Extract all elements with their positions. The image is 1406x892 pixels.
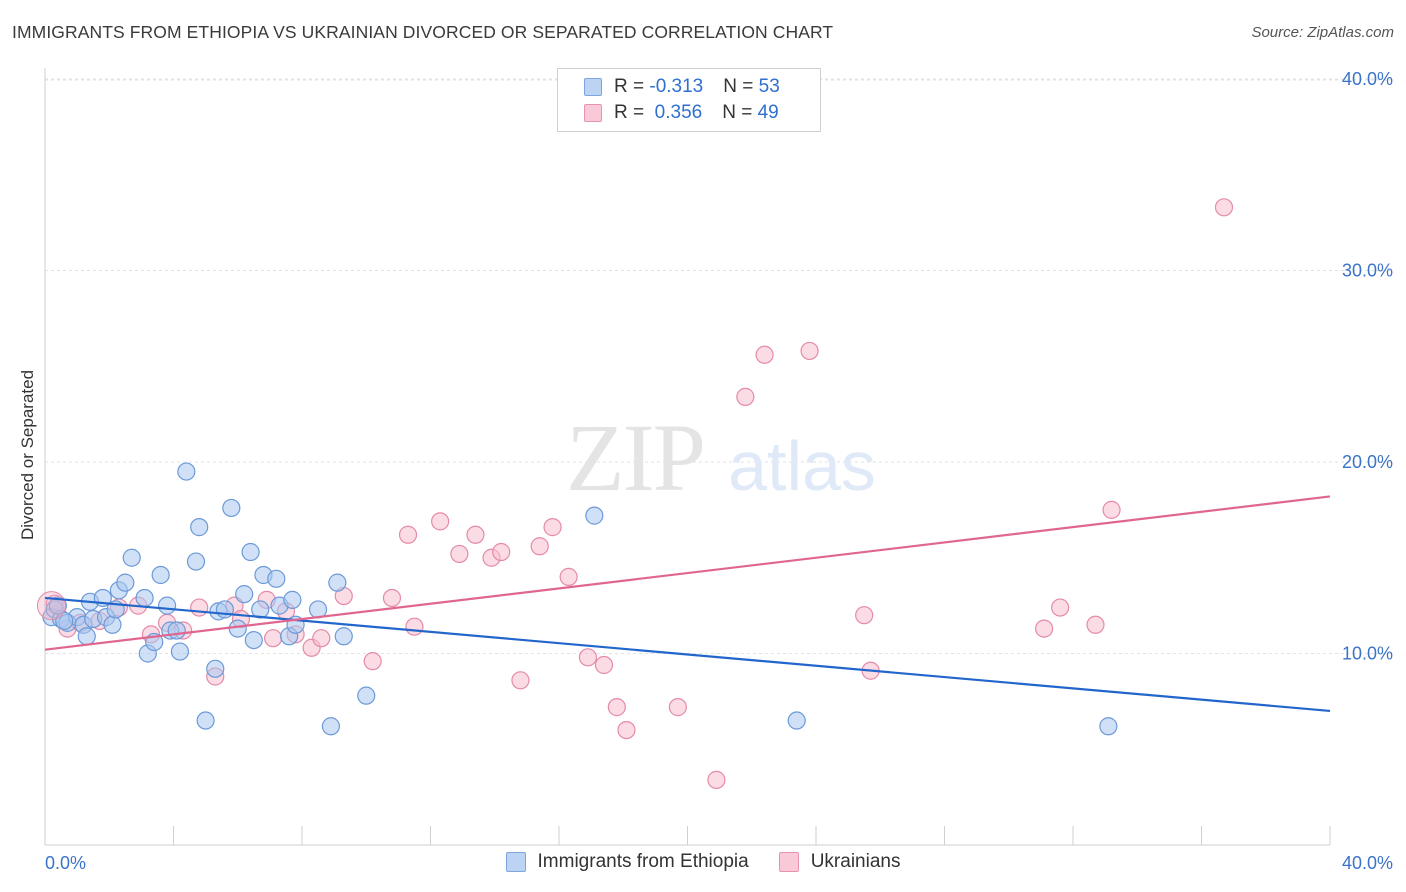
legend-swatch-ukrainians — [584, 104, 602, 122]
legend-n-label: N = — [722, 102, 758, 123]
data-point — [594, 655, 614, 675]
legend-swatch-ethiopia — [505, 852, 526, 872]
data-point — [363, 652, 382, 671]
data-point — [736, 387, 755, 406]
legend-n-value: 49 — [757, 102, 779, 123]
data-point — [206, 659, 225, 678]
watermark-atlas: atlas — [728, 427, 876, 505]
data-point — [241, 542, 260, 562]
legend-r-value: 0.356 — [649, 102, 703, 123]
legend-r-value: -0.313 — [649, 76, 704, 97]
gridlines — [45, 78, 1392, 654]
legend-item-ethiopia[interactable]: Immigrants from Ethiopia — [505, 851, 749, 873]
data-point — [267, 569, 286, 588]
data-point — [321, 717, 341, 736]
y-tick-label: 10.0% — [1342, 644, 1393, 664]
data-point — [122, 548, 141, 567]
series-legend: Immigrants from Ethiopia Ukrainians — [0, 851, 1406, 873]
source-label: Source: ZipAtlas.com — [1251, 24, 1394, 41]
data-point — [787, 711, 806, 730]
data-point — [196, 711, 215, 730]
legend-n-label: N = — [723, 76, 759, 97]
legend-n-value: 53 — [758, 76, 780, 97]
data-point — [170, 642, 190, 661]
data-point — [222, 498, 241, 518]
data-point — [578, 648, 598, 667]
legend-label-ukrainians: Ukrainians — [810, 851, 901, 872]
data-point — [334, 627, 353, 646]
stats-legend: R = -0.313 N = 53 R = 0.356 N = 49 — [557, 68, 821, 132]
data-point — [190, 598, 209, 617]
data-point — [167, 621, 186, 640]
data-point — [283, 590, 302, 609]
data-point — [1214, 198, 1234, 217]
data-point — [1086, 615, 1105, 634]
data-point — [466, 525, 485, 544]
data-point — [382, 588, 402, 608]
data-point — [312, 629, 331, 648]
data-point — [36, 591, 66, 621]
data-point — [855, 606, 874, 625]
data-point — [559, 567, 578, 587]
data-point — [357, 686, 376, 705]
data-point — [431, 512, 450, 531]
data-point — [707, 770, 726, 789]
axes — [44, 68, 1331, 846]
data-point — [530, 537, 549, 556]
y-tick-label: 30.0% — [1342, 261, 1393, 281]
legend-row-ethiopia: R = -0.313 N = 53 — [584, 75, 780, 99]
data-point — [1034, 619, 1054, 638]
chart-title: IMMIGRANTS FROM ETHIOPIA VS UKRAINIAN DI… — [12, 22, 834, 42]
data-point — [1099, 717, 1118, 736]
data-point — [235, 585, 254, 604]
legend-r-label: R = — [614, 76, 650, 97]
data-point — [186, 552, 206, 571]
legend-label-ethiopia: Immigrants from Ethiopia — [537, 851, 749, 872]
legend-swatch-ethiopia — [584, 78, 602, 96]
data-point — [263, 629, 283, 648]
data-point — [398, 525, 418, 544]
data-point — [511, 671, 530, 690]
data-point — [1051, 598, 1070, 617]
watermark-zip: ZIP — [566, 404, 704, 511]
x-tick-label: 40.0% — [1342, 853, 1393, 873]
data-point — [77, 627, 96, 646]
data-point — [800, 341, 819, 361]
data-point — [190, 518, 209, 537]
legend-r-label: R = — [614, 102, 650, 123]
data-point — [228, 619, 247, 638]
data-point — [135, 588, 154, 608]
data-point — [48, 596, 67, 615]
legend-row-ukrainians: R = 0.356 N = 49 — [584, 101, 779, 125]
x-tick-label: 0.0% — [45, 853, 86, 873]
legend-swatch-ukrainians — [778, 852, 799, 872]
data-point — [328, 573, 347, 592]
data-point — [668, 698, 687, 717]
tick-labels: 10.0% 20.0% 30.0% 40.0% 0.0% 40.0% — [45, 69, 1393, 873]
data-point — [585, 506, 604, 525]
data-point — [492, 542, 511, 562]
data-point — [450, 544, 469, 564]
data-point — [405, 617, 424, 636]
y-tick-label: 40.0% — [1342, 69, 1393, 89]
data-point — [607, 698, 626, 717]
data-point — [755, 345, 774, 364]
data-point — [244, 630, 263, 650]
data-point — [617, 720, 636, 740]
data-point — [157, 596, 177, 615]
trend-line — [44, 596, 1331, 713]
data-point — [543, 518, 562, 537]
legend-item-ukrainians[interactable]: Ukrainians — [778, 851, 901, 873]
y-tick-label: 20.0% — [1342, 452, 1393, 472]
trend-line — [44, 495, 1331, 651]
data-points — [36, 198, 1234, 789]
data-point — [151, 565, 170, 585]
data-point — [116, 573, 135, 592]
data-point — [103, 615, 122, 634]
data-point — [1102, 500, 1121, 519]
data-point — [177, 462, 196, 481]
trend-lines — [44, 495, 1331, 713]
